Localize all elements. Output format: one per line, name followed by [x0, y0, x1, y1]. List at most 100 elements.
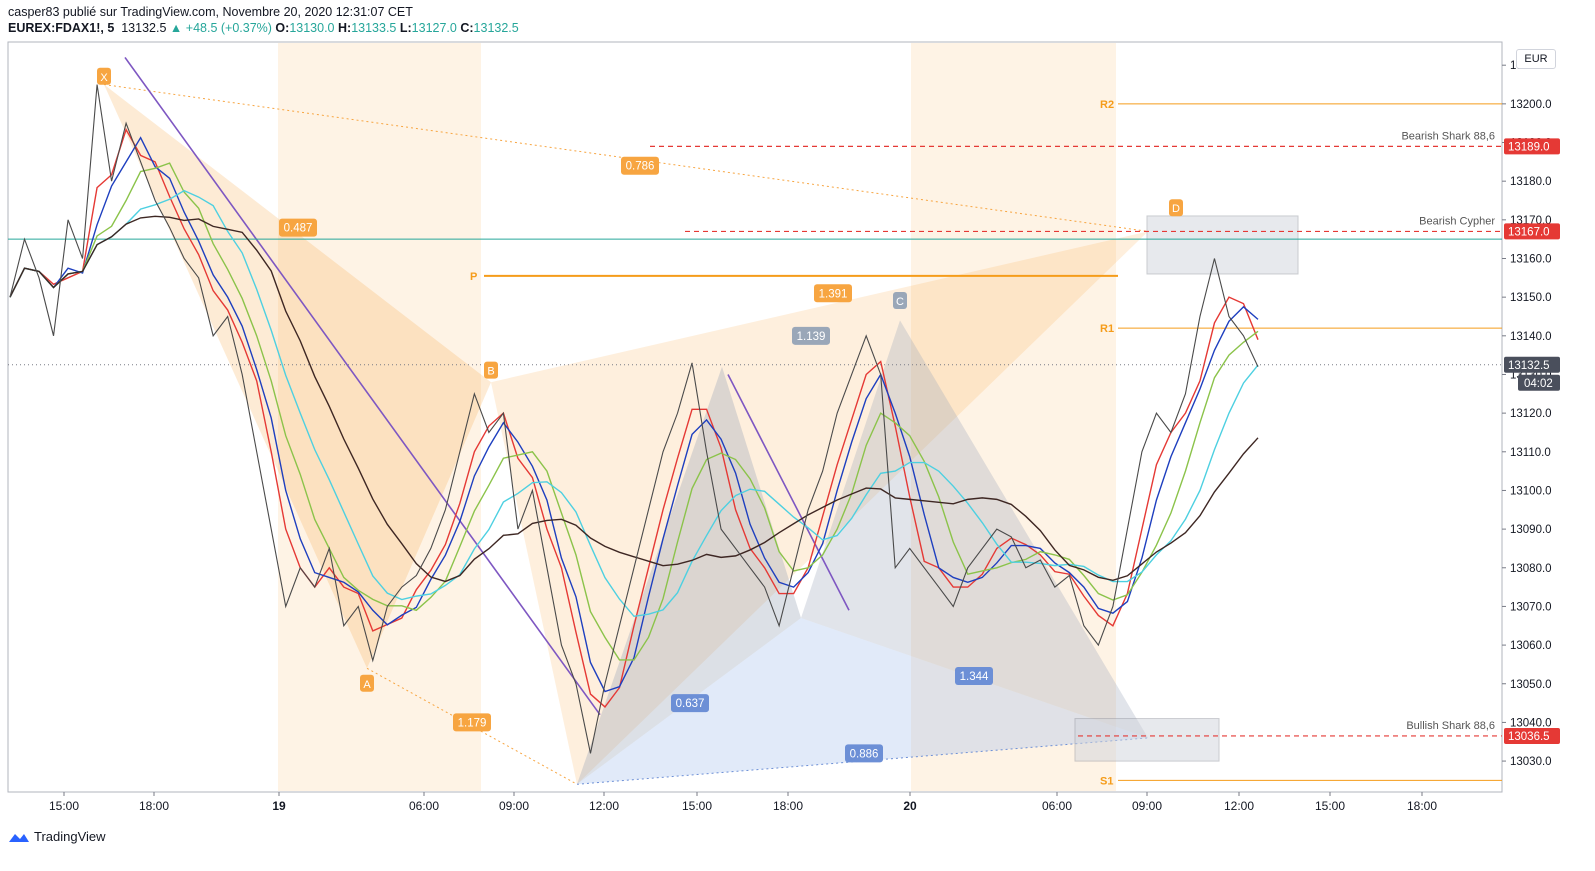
level-name: Bearish Shark 88,6 [1401, 130, 1495, 142]
x-tick-label: 15:00 [1315, 799, 1345, 813]
high-label: H: [337, 21, 352, 35]
y-tick-label: 13050.0 [1510, 679, 1552, 691]
y-tick-label: 13040.0 [1510, 717, 1552, 729]
y-tick-label: 13100.0 [1510, 485, 1552, 497]
x-tick-label: 19 [272, 799, 286, 813]
level-tag: 13036.5 [1508, 731, 1550, 743]
change-arrow-icon: ▲ [169, 21, 183, 35]
point-label: C [896, 296, 904, 308]
x-tick-label: 06:00 [409, 799, 439, 813]
trendline-1 [124, 56, 601, 716]
x-tick-label: 15:00 [49, 799, 79, 813]
y-tick-label: 13060.0 [1510, 640, 1552, 652]
y-tick-label: 13030.0 [1510, 756, 1552, 768]
session-band-0 [278, 43, 481, 791]
ratio-badge: 0.886 [850, 748, 879, 760]
level-tag-bg [1504, 223, 1560, 240]
close-label: C: [460, 21, 474, 35]
level-tag-bg [1504, 727, 1560, 744]
harmonic-patterns [103, 84, 1149, 785]
footer-brand: TradingView [34, 829, 106, 844]
low-value: 13127.0 [411, 21, 457, 35]
ratio-badge-bg [453, 713, 491, 732]
pivot-label: P [470, 271, 477, 283]
low-label: L: [399, 21, 412, 35]
pivot-label: R1 [1100, 323, 1114, 335]
y-tick-label: 13150.0 [1510, 292, 1552, 304]
change-value: +48.5 (+0.37%) [185, 21, 272, 35]
pivot-label: R2 [1100, 99, 1114, 111]
moving-average-line [9, 136, 1259, 693]
x-tick-label: 18:00 [773, 799, 803, 813]
xd-dotted [103, 84, 1149, 232]
pivot-label: S1 [1100, 775, 1113, 787]
level-tag-bg [1504, 138, 1560, 155]
plot-area [7, 41, 1503, 793]
pattern-bcd [491, 231, 1148, 785]
currency-button[interactable]: EUR [1516, 49, 1556, 69]
ratio-badge: 0.637 [676, 698, 705, 710]
y-tick-label: 13070.0 [1510, 601, 1552, 613]
price-axis: 13030.0 13040.0 13050.0 13060.0 13070.0 13080… [1502, 60, 1552, 768]
last-price: 13132.5 [121, 21, 167, 35]
pattern-grey-2 [801, 320, 1148, 738]
ratio-badge: 0.487 [284, 223, 313, 235]
bar-timer: 04:02 [1524, 378, 1553, 390]
high-value: 13133.5 [351, 21, 397, 35]
pattern-xab [104, 84, 491, 669]
bar-timer-bg [1518, 374, 1560, 391]
x-tick-label: 15:00 [682, 799, 712, 813]
symbol-label: EUREX:FDAX1!, 5 [8, 21, 115, 35]
ratio-badge: 1.391 [819, 288, 848, 300]
ratio-badge-bg [279, 218, 317, 237]
x-tick-label: 06:00 [1042, 799, 1072, 813]
open-value: 13130.0 [289, 21, 335, 35]
y-tick-label: 13090.0 [1510, 524, 1552, 536]
current-price-tag: 13132.5 [1508, 360, 1550, 372]
x-tick-label: 18:00 [1407, 799, 1437, 813]
level-name: Bearish Cypher [1419, 215, 1495, 227]
footer: TradingView [8, 829, 106, 844]
tradingview-logo-icon [9, 833, 29, 842]
x-tick-label: 12:00 [589, 799, 619, 813]
level-name: Bullish Shark 88,6 [1406, 720, 1495, 732]
point-label-bg [1169, 199, 1183, 217]
point-label-bg [484, 361, 498, 379]
x-tick-label: 09:00 [499, 799, 529, 813]
x-tick-label: 20 [903, 799, 917, 813]
y-tick-label: 13110.0 [1510, 447, 1551, 459]
point-label-bg [893, 292, 907, 310]
close-value: 13132.5 [473, 21, 519, 35]
ratio-badge-bg [845, 744, 883, 763]
ratio-badge-bg [814, 284, 852, 303]
ohlc-line: EUREX:FDAX1!, 5 13132.5 ▲ +48.5 (+0.37%)… [8, 20, 519, 36]
moving-average-line [9, 189, 1259, 618]
point-label: B [487, 366, 494, 378]
y-tick-label: 13160.0 [1510, 253, 1552, 265]
x-tick-label: 12:00 [1224, 799, 1254, 813]
y-tick-label: 13120.0 [1510, 408, 1552, 420]
current-price-tag-bg [1504, 356, 1560, 373]
y-tick-label: 13200.0 [1510, 99, 1552, 111]
moving-average-line [9, 215, 1259, 583]
y-tick-label: 13080.0 [1510, 563, 1552, 575]
y-tick-label: 13140.0 [1510, 331, 1552, 343]
time-axis: 15:00 18:00 19 06:00 09:00 12:00 15:00 18:00 20 0… [49, 792, 1437, 813]
point-label-bg [97, 67, 111, 85]
ratio-badge-bg [621, 156, 659, 175]
publish-line: casper83 publié sur TradingView.com, Nov… [8, 5, 413, 19]
session-band-1 [911, 43, 1116, 791]
point-label: D [1172, 203, 1180, 215]
x-tick-label: 09:00 [1132, 799, 1162, 813]
price-line [9, 84, 1259, 754]
ratio-badge: 1.179 [458, 717, 487, 729]
ratio-badge-bg [671, 694, 709, 713]
moving-average-line [9, 162, 1259, 661]
chart-header: casper83 publié sur TradingView.com, Nov… [8, 4, 519, 36]
trendline-2 [727, 374, 850, 611]
ratio-badge: 0.786 [626, 161, 655, 173]
open-label: O: [275, 21, 290, 35]
pattern-blue [577, 618, 1148, 785]
point-label: X [100, 72, 108, 84]
